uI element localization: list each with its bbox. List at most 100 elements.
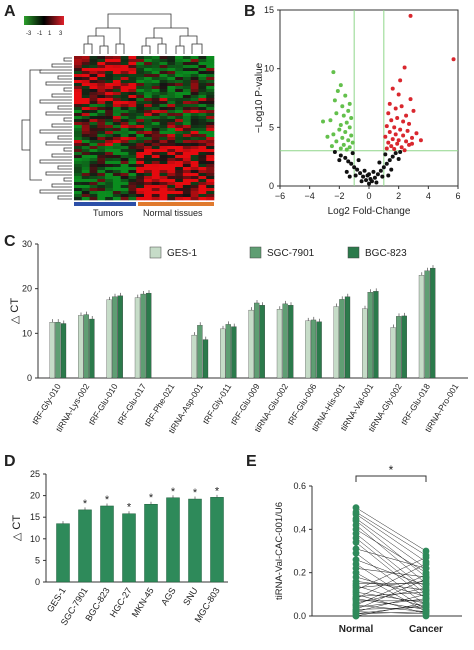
heatmap-cell xyxy=(89,128,98,132)
heatmap-cell xyxy=(175,86,184,90)
heatmap-cell xyxy=(151,98,160,102)
heatmap-cell xyxy=(105,56,114,60)
heatmap-cell xyxy=(105,74,114,78)
volcano-point-black xyxy=(389,167,394,172)
c-legend-swatch xyxy=(249,246,262,259)
volcano-point-red xyxy=(410,135,415,140)
heatmap-cell xyxy=(144,176,153,180)
heatmap-cell xyxy=(206,89,215,93)
heatmap-cell xyxy=(120,65,129,69)
heatmap-cell xyxy=(128,110,137,114)
heatmap-cell xyxy=(74,56,83,60)
heatmap-cell xyxy=(151,158,160,162)
heatmap-cell xyxy=(198,182,207,186)
heatmap-cell xyxy=(198,185,207,189)
d-bar xyxy=(122,513,136,583)
heatmap-cell xyxy=(74,197,83,201)
heatmap-cell xyxy=(167,182,176,186)
heatmap-cell xyxy=(97,128,106,132)
heatmap-column-dendrogram-branch xyxy=(83,43,93,54)
heatmap-cell xyxy=(89,104,98,108)
heatmap-cell xyxy=(144,158,153,162)
panel-label-c: C xyxy=(4,233,16,250)
volcano-point-red xyxy=(389,144,394,149)
c-bar xyxy=(259,305,265,379)
c-y-tick-label: 10 xyxy=(22,328,32,338)
volcano-x-tick-label: 6 xyxy=(455,191,460,201)
heatmap-cell xyxy=(151,86,160,90)
heatmap-cell xyxy=(144,131,153,135)
heatmap-cell xyxy=(81,143,90,147)
heatmap-cell xyxy=(112,59,121,63)
e-category-label: Normal xyxy=(339,624,374,635)
heatmap-cell xyxy=(74,104,83,108)
heatmap-cell xyxy=(97,95,106,99)
heatmap-cell xyxy=(159,116,168,120)
heatmap-cell xyxy=(128,86,137,90)
heatmap-cell xyxy=(144,83,153,87)
heatmap-cell xyxy=(89,170,98,174)
heatmap-cell xyxy=(112,92,121,96)
heatmap-cell xyxy=(190,68,199,72)
heatmap-cell xyxy=(206,80,215,84)
heatmap-cell xyxy=(182,59,191,63)
c-bar xyxy=(140,293,146,379)
volcano-point-red xyxy=(410,141,415,146)
heatmap-cell xyxy=(144,116,153,120)
heatmap-cell xyxy=(97,119,106,123)
volcano-x-tick-label: −2 xyxy=(334,191,344,201)
heatmap-cell xyxy=(198,146,207,150)
heatmap-cell xyxy=(206,176,215,180)
heatmap-cell xyxy=(144,140,153,144)
heatmap-cell xyxy=(89,68,98,72)
d-bar xyxy=(188,498,202,583)
heatmap-cell xyxy=(81,170,90,174)
heatmap-cell xyxy=(182,179,191,183)
e-point-cancer xyxy=(422,580,430,587)
heatmap-cell xyxy=(190,131,199,135)
heatmap-cell xyxy=(175,101,184,105)
heatmap-cell xyxy=(136,167,145,171)
heatmap-cell xyxy=(175,74,184,78)
heatmap-cell xyxy=(144,185,153,189)
heatmap-cell xyxy=(81,101,90,105)
e-pair-line xyxy=(355,587,427,604)
e-pair-line xyxy=(355,529,427,573)
heatmap-cell xyxy=(74,92,83,96)
heatmap-cell xyxy=(175,137,184,141)
heatmap-cell xyxy=(112,191,121,195)
heatmap-cell xyxy=(182,116,191,120)
heatmap-cell xyxy=(159,191,168,195)
heatmap-cell xyxy=(112,155,121,159)
heatmap-cell xyxy=(167,80,176,84)
c-bar xyxy=(362,308,368,379)
heatmap-cell xyxy=(144,146,153,150)
volcano-y-tick-label: 5 xyxy=(269,122,274,132)
heatmap-cell xyxy=(74,125,83,129)
c-bar xyxy=(424,270,430,379)
heatmap-cell xyxy=(128,191,137,195)
heatmap-cell xyxy=(190,98,199,102)
heatmap-cell xyxy=(190,191,199,195)
heatmap-cell xyxy=(198,161,207,165)
heatmap-cell xyxy=(136,95,145,99)
heatmap-cell xyxy=(136,152,145,156)
heatmap-cell xyxy=(120,125,129,129)
panel-label-a: A xyxy=(4,3,16,20)
volcano-point-red xyxy=(389,118,394,123)
volcano-x-tick-label: 0 xyxy=(366,191,371,201)
heatmap-cell xyxy=(97,188,106,192)
heatmap-cell xyxy=(74,191,83,195)
heatmap-cell xyxy=(206,170,215,174)
volcano-point-black xyxy=(337,158,342,163)
heatmap-cell xyxy=(190,86,199,90)
heatmap-cell xyxy=(120,152,129,156)
heatmap-cell xyxy=(159,104,168,108)
heatmap-cell xyxy=(105,131,114,135)
heatmap-cell xyxy=(206,74,215,78)
volcano-x-tick-label: 2 xyxy=(396,191,401,201)
e-pair-line xyxy=(355,511,427,556)
d-significance-star: * xyxy=(171,486,176,498)
heatmap-cell xyxy=(198,143,207,147)
heatmap-column-dendrogram-branch xyxy=(191,43,203,54)
